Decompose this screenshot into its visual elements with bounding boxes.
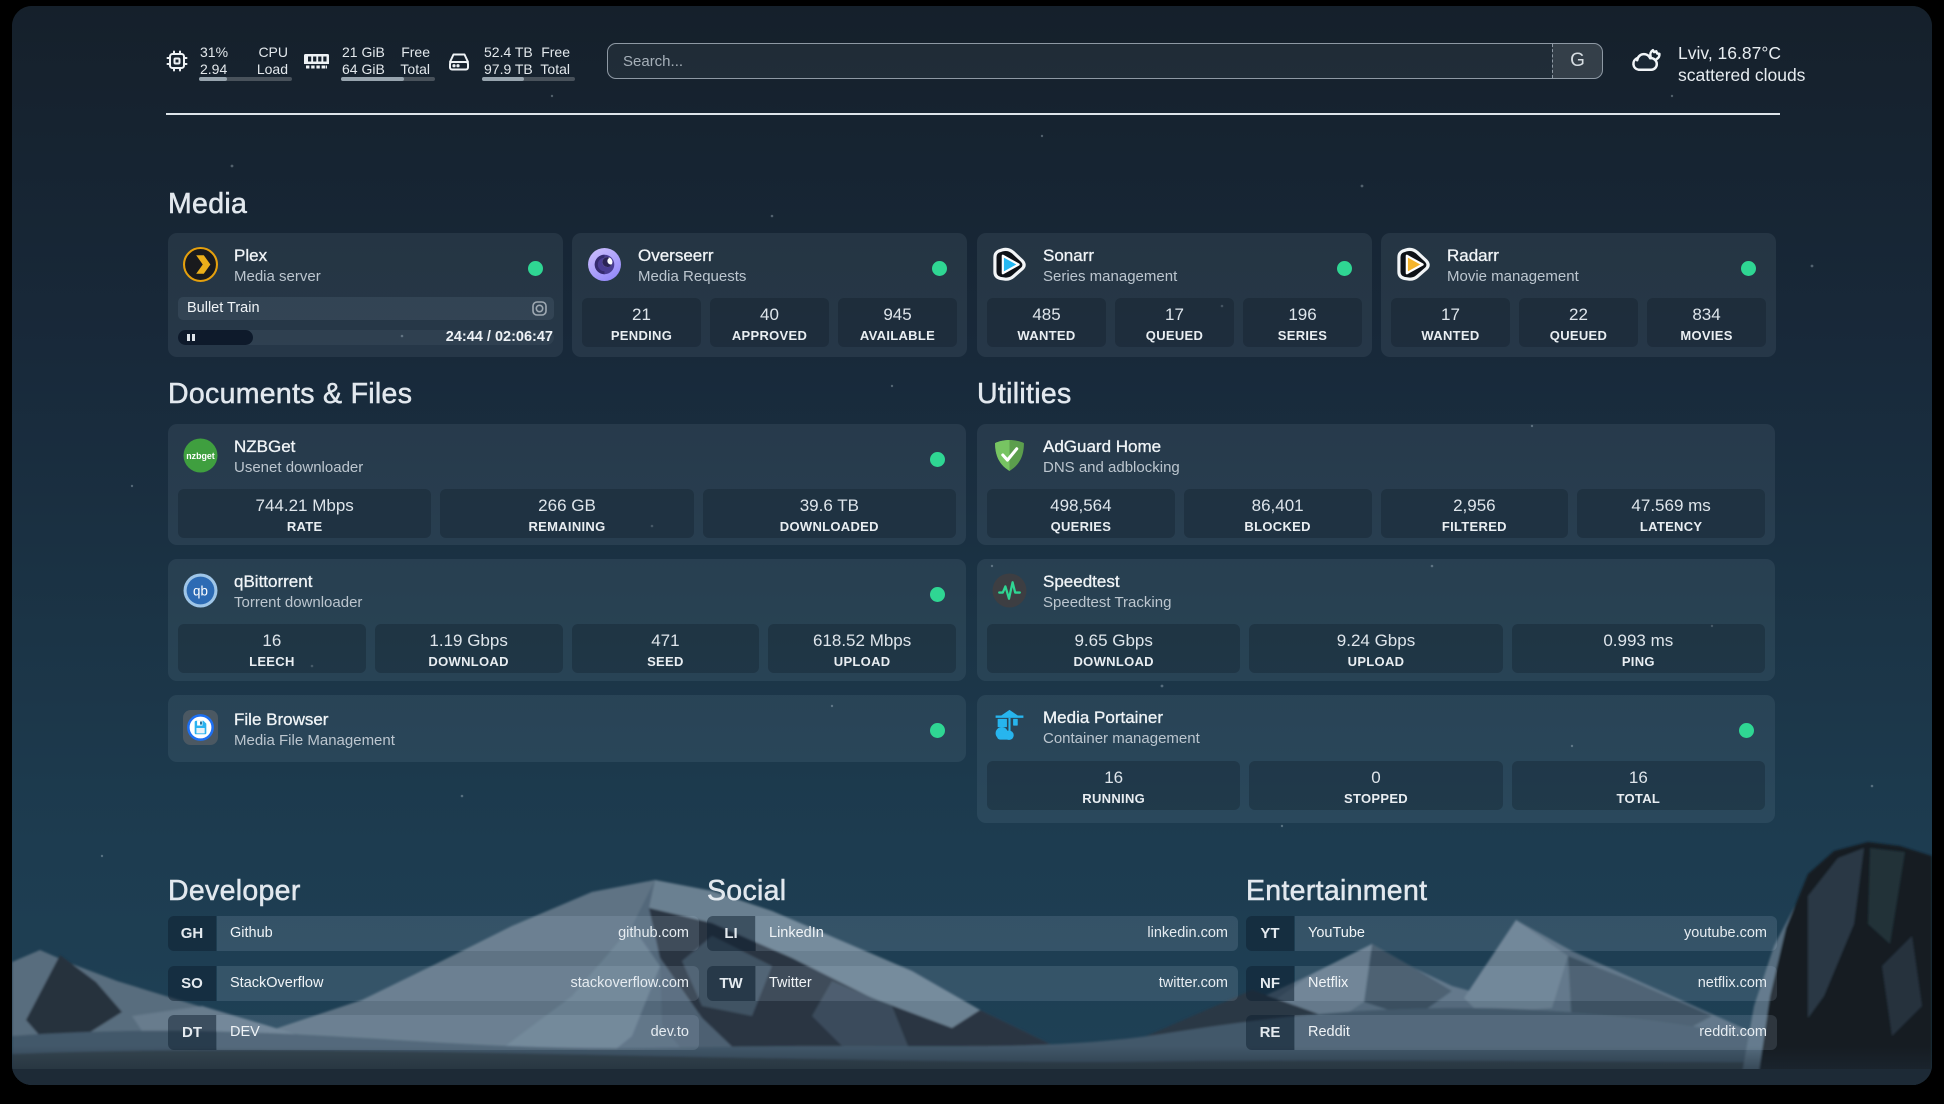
svg-text:qb: qb	[193, 584, 208, 599]
svg-text:nzbget: nzbget	[186, 451, 215, 461]
